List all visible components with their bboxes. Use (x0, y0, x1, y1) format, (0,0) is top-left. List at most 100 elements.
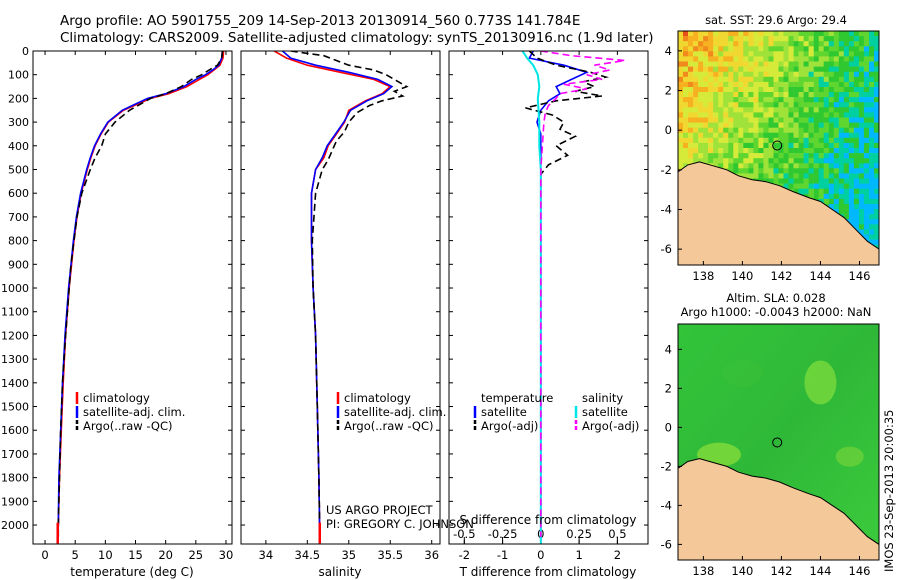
sst-cell (863, 76, 870, 83)
sst-cell (823, 112, 829, 118)
sst-cell (718, 87, 724, 93)
salinity-legend: climatology satellite-adj. clim. Argo(..… (336, 391, 446, 433)
sst-cell (808, 31, 814, 37)
sst-cell (833, 188, 840, 195)
sla-anomaly (804, 360, 837, 405)
sst-cell (778, 31, 784, 37)
x-tick-label: 30 (219, 548, 234, 562)
sst-cell (678, 61, 684, 67)
sst-cell (853, 214, 860, 220)
sst-cell (708, 36, 714, 42)
sst-cell (678, 97, 684, 103)
sst-cell (788, 127, 794, 134)
sst-cell (843, 214, 850, 220)
sst-cell (874, 31, 879, 37)
sst-cell (713, 97, 719, 103)
sst-cell (863, 183, 870, 189)
s-tick-label: -0.5 (453, 527, 475, 541)
sst-cell (713, 92, 719, 98)
sst-cell (788, 153, 794, 159)
sst-cell (869, 188, 875, 195)
sst-cell (823, 198, 829, 205)
legend-label-argo: Argo(..raw -QC) (83, 419, 173, 433)
sst-cell (748, 163, 754, 169)
sst-cell (733, 46, 739, 52)
sst-cell (768, 148, 774, 154)
sst-cell (768, 132, 774, 139)
sst-cell (763, 117, 769, 123)
sst-map-title: sat. SST: 29.6 Argo: 29.4 (705, 13, 847, 27)
sst-cell (708, 92, 714, 98)
sst-cell (768, 51, 774, 57)
sst-cell (683, 132, 689, 139)
sst-cell (793, 122, 799, 128)
legend-label-satellite: satellite-adj. clim. (83, 405, 185, 419)
sst-cell (798, 56, 804, 62)
sst-cell (778, 41, 784, 47)
sst-cell (788, 36, 794, 42)
sst-cell (858, 117, 865, 123)
sst-cell (778, 122, 784, 128)
sst-cell (838, 158, 845, 164)
sst-cell (793, 112, 799, 118)
sst-cell (768, 142, 774, 149)
sst-cell (869, 81, 875, 88)
sst-cell (733, 112, 739, 118)
sst-cell (838, 102, 845, 108)
sst-cell (833, 173, 840, 179)
sst-cell (793, 66, 799, 72)
sst-cell (793, 107, 799, 113)
x-tick-label: 35.5 (377, 548, 403, 562)
sst-cell (768, 173, 774, 179)
map-x-tick-label: 144 (809, 269, 831, 283)
sst-cell (753, 137, 759, 144)
sst-cell (858, 56, 865, 62)
sst-cell (853, 97, 860, 103)
sst-cell (763, 71, 769, 78)
sst-cell (773, 137, 779, 144)
sst-cell (808, 132, 814, 139)
sst-cell (758, 158, 764, 164)
sst-cell (833, 61, 840, 67)
sst-cell (853, 122, 860, 128)
sst-cell (813, 132, 819, 139)
sst-cell (863, 234, 870, 240)
sst-cell (803, 148, 809, 154)
sst-cell (688, 102, 694, 108)
x-tick-label: 2 (614, 548, 621, 562)
sst-map-panel: sat. SST: 29.6 Argo: 29.4 138 140 142 144 14… (661, 13, 880, 283)
sst-cell (863, 163, 870, 169)
legend-label-satellite: satellite-adj. clim. (344, 405, 446, 419)
sst-cell (853, 178, 860, 184)
sst-cell (773, 66, 779, 72)
sst-cell (793, 183, 799, 189)
sst-cell (823, 76, 829, 83)
sst-cell (848, 41, 855, 47)
sst-cell (874, 183, 879, 189)
sst-cell (803, 46, 809, 52)
sst-cell (858, 46, 865, 52)
sst-cell (828, 81, 835, 88)
sst-cell (733, 102, 739, 108)
sst-cell (843, 92, 850, 98)
sst-cell (843, 137, 850, 144)
sst-cell (818, 81, 824, 88)
sst-cell (813, 193, 819, 200)
sst-cell (788, 51, 794, 57)
sst-cell (763, 158, 769, 164)
sst-cell (833, 66, 840, 72)
sst-cell (743, 41, 749, 47)
sst-cell (843, 183, 850, 189)
sst-cell (683, 71, 689, 78)
sst-cell (863, 168, 870, 174)
sst-cell (798, 173, 804, 179)
sst-cell (858, 127, 865, 134)
sst-cell (743, 107, 749, 113)
sst-cell (803, 36, 809, 42)
sst-cell (708, 142, 714, 149)
sst-cell (768, 36, 774, 42)
sst-cell (738, 117, 744, 123)
sst-cell (818, 61, 824, 67)
sst-cell (788, 61, 794, 67)
sst-cell (788, 81, 794, 88)
